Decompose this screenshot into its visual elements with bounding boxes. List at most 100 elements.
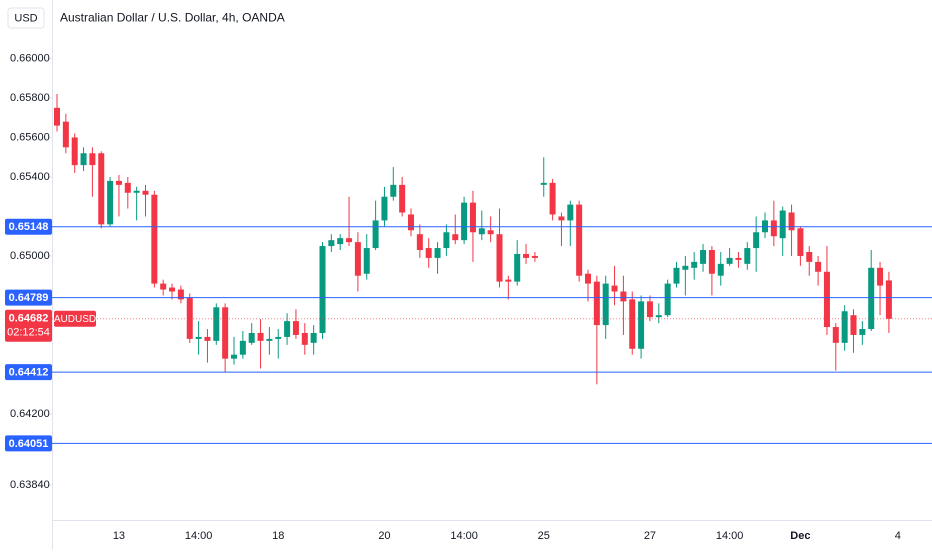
- y-tick-label: 0.64200: [10, 408, 50, 420]
- level-label-box: [5, 289, 52, 306]
- x-tick-label: 4: [895, 530, 901, 542]
- y-tick-label: 0.65000: [10, 250, 50, 262]
- candle-body: [770, 220, 777, 237]
- currency[interactable]: USD: [14, 12, 37, 24]
- candle-body: [797, 228, 804, 256]
- candle-body: [806, 252, 813, 262]
- x-tick-label: 14:00: [450, 530, 478, 542]
- candle-body: [611, 285, 618, 292]
- candle-body: [664, 283, 671, 316]
- candle-body: [204, 336, 211, 341]
- candle-body: [89, 153, 96, 166]
- candle-body: [691, 261, 698, 268]
- candle-body: [301, 332, 308, 345]
- candle-body: [381, 196, 388, 221]
- candle-body: [788, 212, 795, 231]
- x-tick-label: 25: [538, 530, 550, 542]
- candle-body: [558, 216, 565, 221]
- candle-body: [328, 240, 335, 247]
- candle-body: [646, 301, 653, 318]
- candle-body: [257, 332, 264, 341]
- candle-body: [655, 315, 662, 318]
- candle-body: [54, 107, 60, 126]
- candle-body: [469, 202, 476, 233]
- candle-body: [363, 248, 370, 274]
- candle-body: [292, 321, 299, 335]
- y-tick-label: 0.63840: [10, 479, 50, 491]
- candle-body: [841, 311, 848, 343]
- candle-body: [850, 315, 857, 335]
- x-tick-label: 14:00: [185, 530, 213, 542]
- candle-body: [523, 253, 530, 258]
- candle-body: [319, 246, 326, 333]
- candle-body: [115, 180, 122, 185]
- candle-body: [160, 283, 167, 290]
- candle-body: [213, 307, 220, 341]
- candle-body: [567, 204, 574, 221]
- level-label: 0.65148: [9, 221, 49, 233]
- y-tick-label: 0.66000: [10, 52, 50, 64]
- candle-body: [133, 190, 140, 193]
- candle-body: [753, 232, 760, 249]
- x-tick-label: 20: [378, 530, 390, 542]
- candle-body: [585, 273, 591, 284]
- candle-body: [620, 291, 627, 302]
- candle-body: [885, 280, 892, 319]
- countdown: 02:12:54: [7, 327, 50, 339]
- candle-body: [98, 153, 105, 225]
- candle-body: [452, 234, 459, 241]
- y-tick-label: 0.65600: [10, 131, 50, 143]
- candle-body: [823, 271, 830, 328]
- candle-body: [673, 267, 680, 284]
- candle-body: [700, 250, 707, 264]
- x-tick-label: 14:00: [716, 530, 744, 542]
- candle-body: [868, 267, 875, 330]
- candle-body: [169, 287, 176, 292]
- candle-body: [390, 184, 397, 197]
- candle-body: [177, 289, 184, 300]
- candle-body: [239, 340, 246, 355]
- candle-body: [372, 220, 379, 249]
- candle-body: [354, 242, 361, 276]
- candle-body: [708, 250, 715, 274]
- candle-body: [478, 228, 485, 235]
- candle-body: [726, 257, 733, 264]
- candle-body: [151, 194, 158, 284]
- y-tick-label: 0.65400: [10, 171, 50, 183]
- candle-body: [425, 248, 432, 258]
- y-tick-label: 0.65800: [10, 92, 50, 104]
- x-tick-label: 27: [644, 530, 656, 542]
- candle-body: [284, 321, 291, 337]
- currency-button[interactable]: [7, 7, 45, 29]
- candle-body: [505, 279, 512, 282]
- candle-body: [815, 261, 822, 272]
- candle-body: [717, 263, 724, 276]
- candle-body: [107, 180, 114, 225]
- candle-body: [540, 182, 547, 185]
- candle-body: [231, 354, 237, 359]
- level-label-box: [5, 218, 52, 235]
- candle-body: [461, 202, 468, 241]
- candle-body: [399, 184, 406, 213]
- candle-body: [80, 153, 87, 166]
- candle-body: [266, 338, 273, 341]
- candle-body: [496, 234, 503, 282]
- candle-body: [142, 190, 149, 195]
- candle-body: [549, 182, 556, 215]
- candle-body: [832, 327, 839, 343]
- level-label: 0.64789: [9, 292, 49, 304]
- candle-body: [859, 329, 866, 335]
- chart-title: Australian Dollar / U.S. Dollar, 4h, OAN…: [60, 11, 285, 25]
- candle-body: [576, 204, 583, 276]
- candle-body: [186, 297, 193, 339]
- candle-body: [275, 336, 282, 339]
- candle-body: [124, 182, 131, 193]
- level-label-box: [5, 435, 52, 452]
- candle-body: [62, 121, 69, 148]
- candle-body: [629, 299, 636, 349]
- candle-body: [434, 248, 441, 258]
- candle-body: [337, 238, 344, 245]
- candle-body: [779, 210, 786, 239]
